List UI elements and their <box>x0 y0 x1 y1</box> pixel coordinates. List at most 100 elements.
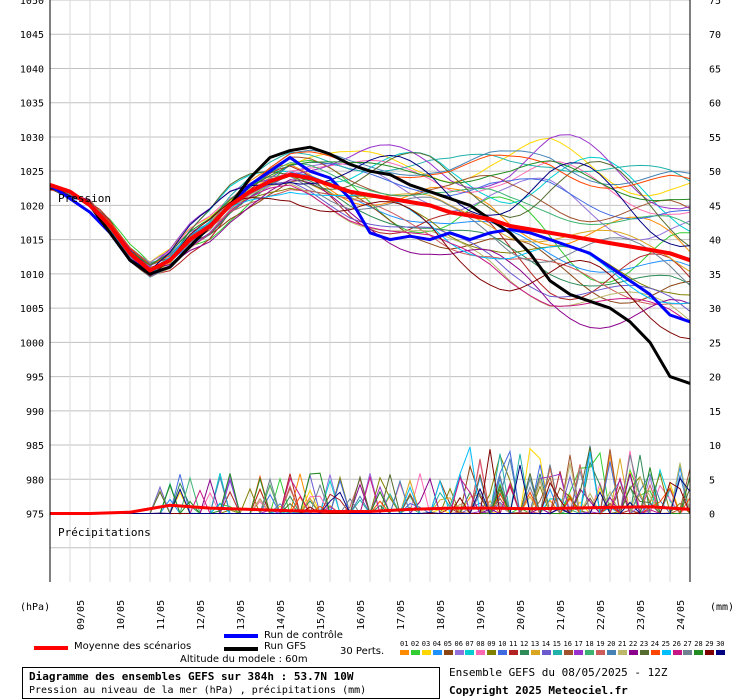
perturbation-line <box>49 154 691 271</box>
right-tick-label: 50 <box>709 167 721 178</box>
left-tick-label: 1010 <box>20 270 44 281</box>
pert-color-swatch <box>596 650 606 655</box>
pert-number-label: 02 <box>410 640 420 648</box>
x-date-label: 22/05 <box>596 600 607 630</box>
pert-color-swatch <box>705 650 715 655</box>
pert-number-label: 24 <box>650 640 660 648</box>
pert-number-label: 12 <box>519 640 529 648</box>
pert-color-swatch <box>454 650 464 655</box>
pert-number-label: 26 <box>672 640 681 648</box>
perturbation-lines <box>49 134 691 516</box>
left-axis-unit: (hPa) <box>20 602 50 613</box>
pert-color-swatch <box>552 650 562 655</box>
pert-number-label: 09 <box>487 640 496 648</box>
pert-number-label: 15 <box>552 640 562 648</box>
pert-color-swatch <box>694 650 704 655</box>
pert-color-swatch <box>585 650 595 655</box>
pert-color-swatch <box>683 650 693 655</box>
right-tick-label: 75 <box>709 0 721 7</box>
x-date-label: 12/05 <box>196 600 207 630</box>
pert-number-label: 19 <box>596 640 605 648</box>
pert-color-swatch <box>563 650 573 655</box>
left-tick-label: 1015 <box>20 236 44 247</box>
pert-number-label: 06 <box>454 640 463 648</box>
control-legend-label: Run de contrôle <box>264 630 343 641</box>
altitude-label: Altitude du modele : 60m <box>180 654 308 665</box>
perts-legend-label: 30 Perts. <box>340 646 385 657</box>
pert-color-swatch <box>519 650 529 655</box>
pert-color-swatch <box>410 650 420 655</box>
x-date-label: 18/05 <box>436 600 447 630</box>
pert-color-swatch <box>443 650 453 655</box>
perturbation-line <box>49 160 691 266</box>
mean-precip-line <box>50 503 691 515</box>
left-tick-label: 1025 <box>20 167 44 178</box>
pert-color-swatch <box>487 650 497 655</box>
pressure-label: Pression <box>58 192 111 205</box>
right-tick-label: 0 <box>709 510 715 521</box>
right-tick-label: 40 <box>709 236 721 247</box>
x-date-label: 20/05 <box>516 600 527 630</box>
right-tick-label: 45 <box>709 201 721 212</box>
mean-legend-swatch <box>34 646 68 650</box>
gfs-pressure-line <box>49 145 691 385</box>
right-tick-label: 65 <box>709 64 721 75</box>
precipitation-label: Précipitations <box>58 526 151 539</box>
pert-number-label: 30 <box>716 640 725 648</box>
x-date-label: 11/05 <box>156 600 167 630</box>
pert-color-swatch <box>628 650 638 655</box>
pert-color-swatch <box>421 650 431 655</box>
right-tick-label: 10 <box>709 441 721 452</box>
x-date-label: 13/05 <box>236 600 247 630</box>
right-tick-label: 20 <box>709 373 721 384</box>
pert-number-label: 22 <box>628 640 638 648</box>
perturbation-precip-line <box>50 464 691 515</box>
pert-color-swatch <box>432 650 442 655</box>
pert-number-label: 10 <box>498 640 507 648</box>
pert-number-label: 20 <box>607 640 616 648</box>
pert-color-swatch <box>574 650 584 655</box>
gfs-legend-label: Run GFS <box>264 641 307 652</box>
pert-number-label: 17 <box>574 640 583 648</box>
pert-color-swatch <box>498 650 508 655</box>
right-tick-label: 70 <box>709 30 721 41</box>
left-tick-label: 975 <box>26 510 44 521</box>
pert-number-label: 25 <box>661 640 671 648</box>
control-legend-swatch <box>224 634 258 638</box>
x-date-label: 14/05 <box>276 600 287 630</box>
pert-color-swatch <box>541 650 551 655</box>
pert-color-swatch <box>650 650 660 655</box>
left-tick-label: 1000 <box>20 338 44 349</box>
x-date-label: 15/05 <box>316 600 327 630</box>
pert-color-swatch <box>716 650 726 655</box>
right-tick-label: 60 <box>709 99 721 110</box>
x-date-label: 09/05 <box>76 600 87 630</box>
pert-number-label: 29 <box>705 640 714 648</box>
pert-color-swatch <box>530 650 540 655</box>
left-tick-label: 985 <box>26 441 44 452</box>
pert-color-swatch <box>476 650 486 655</box>
chart-subtitle: Pression au niveau de la mer (hPa) , pré… <box>29 685 367 696</box>
gfs-legend-swatch <box>224 647 258 651</box>
pert-color-swatch <box>661 650 671 655</box>
pert-number-label: 21 <box>618 640 627 648</box>
left-tick-label: 1045 <box>20 30 44 41</box>
x-date-label: 23/05 <box>636 600 647 630</box>
pert-number-label: 13 <box>530 640 540 648</box>
main-series-lines <box>49 145 691 515</box>
left-tick-label: 1005 <box>20 304 44 315</box>
pert-number-label: 03 <box>421 640 431 648</box>
pert-number-label: 18 <box>585 640 594 648</box>
left-tick-label: 1040 <box>20 64 44 75</box>
mean-legend-label: Moyenne des scénarios <box>74 641 192 652</box>
pert-color-swatch <box>618 650 627 655</box>
pert-number-label: 11 <box>509 640 518 648</box>
right-tick-label: 5 <box>709 475 715 486</box>
chart-title: Diagramme des ensembles GEFS sur 384h : … <box>29 670 354 683</box>
pert-color-swatch <box>639 650 649 655</box>
copyright-label: Copyright 2025 Meteociel.fr <box>449 684 628 697</box>
left-tick-label: 1020 <box>20 201 44 212</box>
pert-number-label: 23 <box>639 640 649 648</box>
